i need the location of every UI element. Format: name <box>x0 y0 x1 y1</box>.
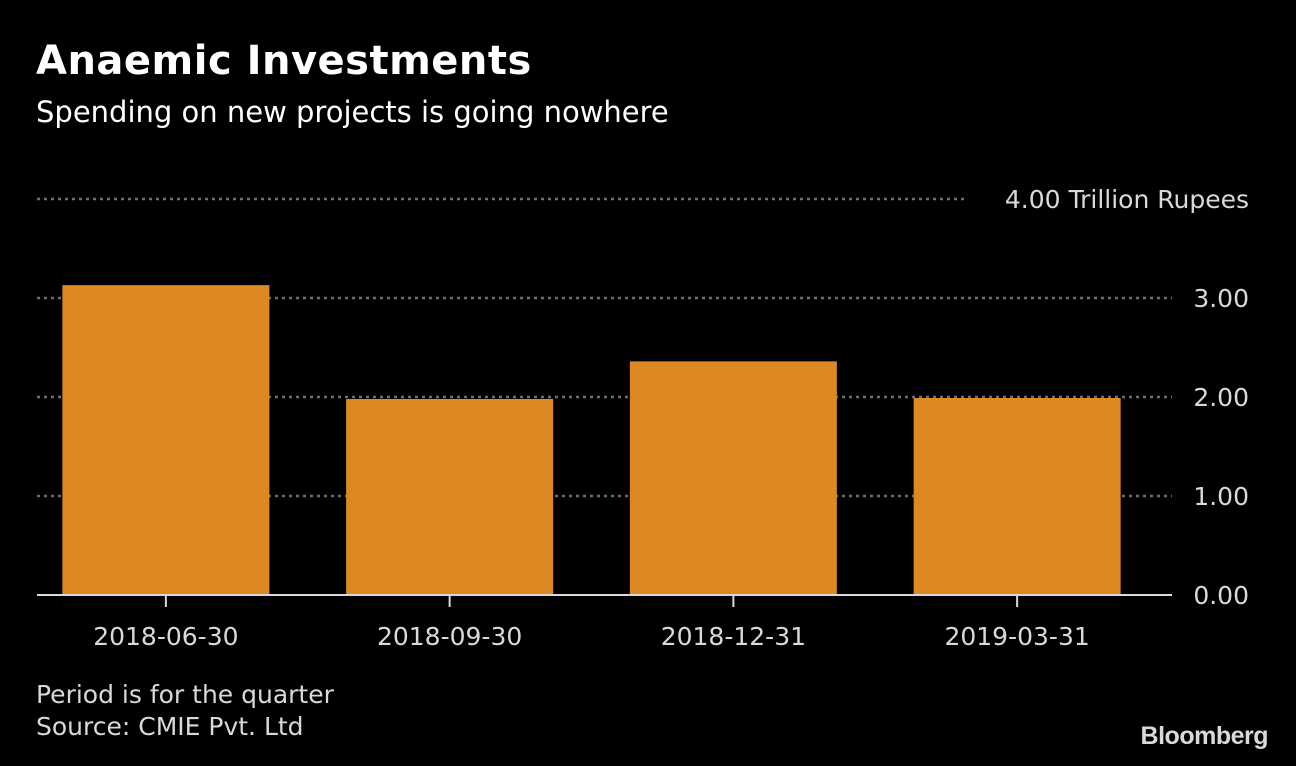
bar <box>62 285 270 595</box>
x-tick-label: 2018-12-31 <box>661 622 806 651</box>
bar <box>629 361 837 595</box>
y-tick-label: 2.00 <box>1193 383 1249 412</box>
footnote-period: Period is for the quarter <box>36 680 334 709</box>
y-tick-label: 3.00 <box>1193 284 1249 313</box>
chart-subtitle: Spending on new projects is going nowher… <box>36 95 669 129</box>
bar <box>346 398 554 595</box>
x-tick-label: 2019-03-31 <box>944 622 1089 651</box>
bloomberg-logo: Bloomberg <box>1140 722 1269 750</box>
x-tick-label: 2018-09-30 <box>377 622 522 651</box>
x-tick-label: 2018-06-30 <box>93 622 238 651</box>
y-axis-top-label: 4.00 Trillion Rupees <box>1005 185 1249 214</box>
footnote-source: Source: CMIE Pvt. Ltd <box>36 712 304 741</box>
bar <box>913 397 1121 595</box>
chart-title: Anaemic Investments <box>36 38 532 84</box>
y-tick-label: 1.00 <box>1193 482 1249 511</box>
y-tick-label: 0.00 <box>1193 581 1249 610</box>
